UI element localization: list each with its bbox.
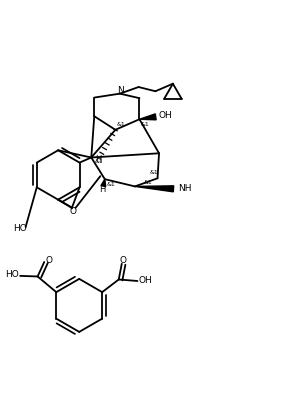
- Text: HO: HO: [5, 270, 19, 279]
- Polygon shape: [139, 114, 156, 120]
- Text: NH: NH: [178, 184, 192, 193]
- Text: OH: OH: [159, 111, 173, 120]
- Text: N: N: [117, 85, 124, 95]
- Text: H: H: [95, 155, 102, 164]
- Text: O: O: [45, 256, 52, 265]
- Text: &1: &1: [117, 122, 126, 127]
- Text: &1: &1: [95, 159, 104, 164]
- Text: OH: OH: [139, 276, 153, 285]
- Text: H: H: [99, 185, 105, 194]
- Text: &1: &1: [149, 171, 158, 176]
- Text: &1: &1: [144, 180, 153, 185]
- Text: O: O: [120, 256, 127, 265]
- Text: HO: HO: [13, 224, 27, 233]
- Polygon shape: [101, 179, 106, 187]
- Polygon shape: [135, 186, 174, 192]
- Text: &1: &1: [141, 122, 150, 127]
- Text: O: O: [70, 207, 77, 216]
- Text: &1: &1: [106, 182, 115, 187]
